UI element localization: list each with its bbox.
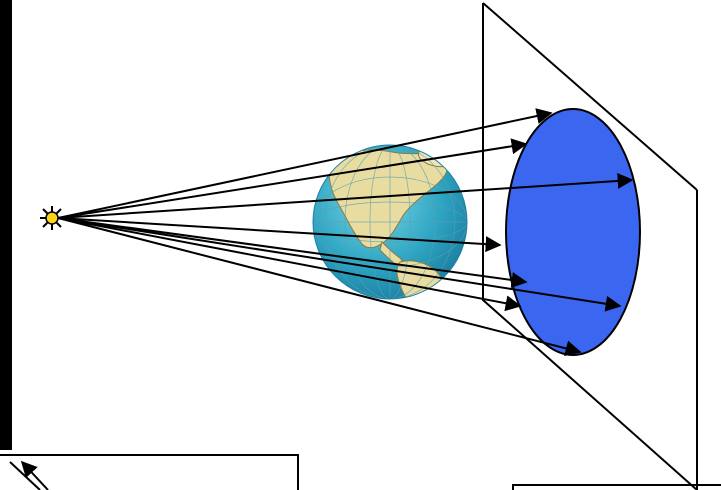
- bottom-right-box: [513, 485, 721, 490]
- bottom-left-box: [0, 455, 298, 490]
- shadow-ellipse: [506, 109, 640, 355]
- point-light-source-icon: [40, 206, 64, 230]
- earth-globe-icon: [313, 145, 467, 313]
- left-border-bar: [0, 0, 12, 450]
